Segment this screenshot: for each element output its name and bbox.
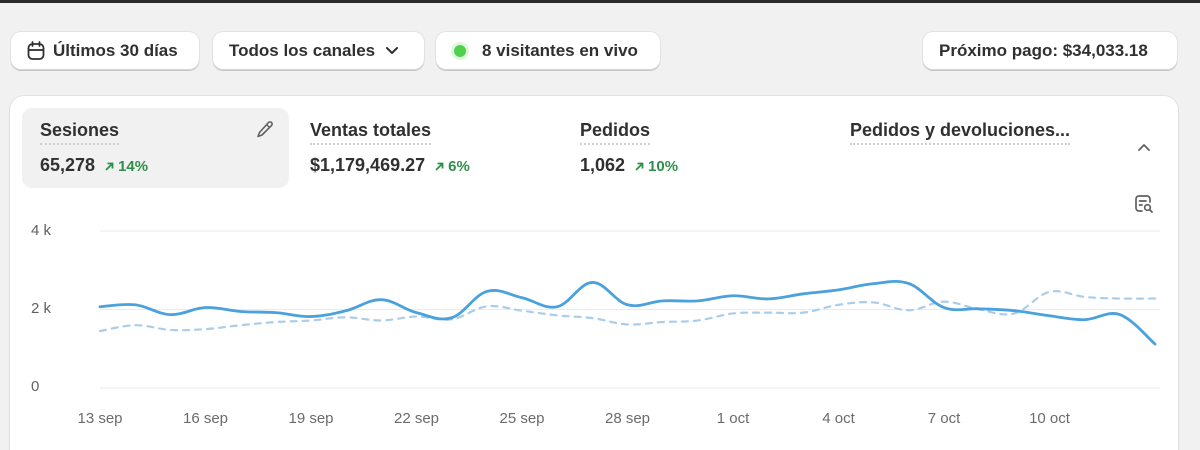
metric-delta: 6% [435, 158, 470, 175]
x-tick-label: 19 sep [288, 410, 334, 427]
arrow-up-right-icon [635, 162, 644, 171]
metric-tab-orders-returns[interactable]: Pedidos y devoluciones... [832, 108, 1102, 188]
chevron-down-icon [385, 46, 399, 56]
current-period-line [98, 280, 1157, 346]
x-tick-label: 4 oct [822, 410, 855, 427]
next-payout-label: Próximo pago: $34,033.18 [939, 41, 1148, 60]
date-range-button[interactable]: Últimos 30 días [11, 32, 199, 70]
metric-value: 65,278 [40, 155, 96, 175]
metric-label: Pedidos y devoluciones... [850, 120, 1071, 145]
window-top-border [0, 0, 1200, 3]
metric-value: $1,179,469.27 [310, 155, 426, 175]
metric-tab-sessions[interactable]: Sesiones 65,278 14% [22, 108, 289, 188]
calendar-icon [27, 41, 45, 61]
next-payout-button[interactable]: Próximo pago: $34,033.18 [923, 32, 1177, 70]
x-tick-label: 22 sep [393, 410, 440, 427]
metric-label: Sesiones [40, 120, 120, 145]
metric-value: 1,062 [580, 155, 626, 175]
live-dot-icon [454, 45, 466, 57]
channels-label: Todos los canales [229, 41, 376, 60]
x-tick-label: 16 sep [182, 410, 229, 427]
sessions-line-chart[interactable] [10, 96, 1178, 450]
arrow-up-right-icon [435, 162, 444, 171]
x-tick-label: 28 sep [604, 410, 651, 427]
chevron-up-icon [1138, 144, 1150, 151]
metric-label: Pedidos [580, 120, 651, 145]
metric-label: Ventas totales [310, 120, 432, 145]
y-tick-4k: 4 k [31, 222, 52, 239]
live-visitors-button[interactable]: 8 visitantes en vivo [436, 32, 660, 70]
chart-search-button[interactable] [1132, 192, 1156, 216]
x-tick-label: 1 oct [716, 410, 750, 427]
pencil-icon[interactable] [255, 120, 275, 145]
chart-search-icon [1135, 195, 1153, 213]
date-range-label: Últimos 30 días [53, 41, 178, 60]
live-visitors-label: 8 visitantes en vivo [482, 41, 638, 60]
x-tick-label: 25 sep [499, 410, 545, 427]
y-tick-0: 0 [31, 378, 40, 395]
metric-delta: 10% [635, 158, 678, 175]
metric-delta: 14% [105, 158, 148, 175]
channels-dropdown[interactable]: Todos los canales [213, 32, 424, 70]
metric-tab-total-sales[interactable]: Ventas totales $1,179,469.27 6% [292, 108, 552, 188]
metric-tab-orders[interactable]: Pedidos 1,062 10% [562, 108, 822, 188]
x-tick-label: 13 sep [77, 410, 123, 427]
y-tick-2k: 2 k [31, 300, 52, 317]
collapse-button[interactable] [1132, 136, 1156, 160]
x-tick-label: 10 oct [1029, 410, 1070, 427]
x-tick-label: 7 oct [927, 410, 961, 427]
arrow-up-right-icon [105, 162, 114, 171]
analytics-card: Sesiones 65,278 14% Ventas totales $1,17… [10, 96, 1178, 450]
